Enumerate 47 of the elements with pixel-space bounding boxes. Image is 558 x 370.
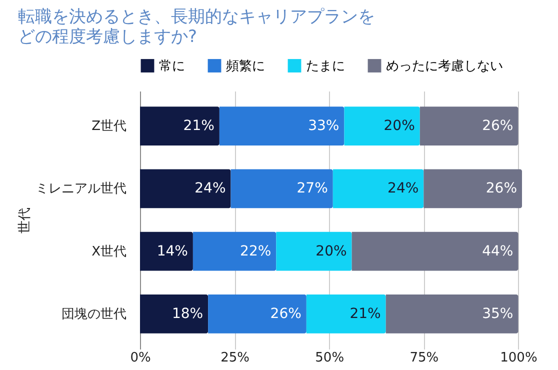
data-label: 44% bbox=[482, 243, 514, 260]
data-label: 26% bbox=[482, 118, 514, 134]
legend-label: めったに考慮しない bbox=[386, 58, 503, 74]
x-tick-label: 50% bbox=[315, 350, 344, 366]
x-tick-label: 75% bbox=[410, 350, 439, 366]
legend-label: 常に bbox=[159, 58, 185, 74]
chart-title: 転職を決めるとき、長期的なキャリアプランをどの程度考慮しますか? bbox=[18, 7, 375, 47]
x-tick-label: 100% bbox=[500, 350, 538, 366]
bar bbox=[386, 294, 518, 334]
bar bbox=[306, 294, 386, 334]
data-label: 24% bbox=[194, 180, 226, 197]
data-label: 20% bbox=[316, 243, 347, 260]
bar bbox=[230, 169, 333, 208]
data-label: 35% bbox=[482, 306, 514, 322]
bar bbox=[140, 294, 208, 334]
bar bbox=[420, 106, 518, 146]
bar bbox=[344, 106, 420, 146]
legend-label: 頻繁に bbox=[226, 58, 265, 74]
data-label: 14% bbox=[156, 243, 188, 260]
y-tick-label: 団塊の世代 bbox=[62, 306, 126, 322]
data-label: 26% bbox=[486, 180, 517, 197]
bar bbox=[208, 294, 306, 334]
data-label: 26% bbox=[270, 306, 302, 322]
data-label: 27% bbox=[296, 180, 328, 197]
data-label: 22% bbox=[240, 243, 272, 260]
bar bbox=[424, 169, 522, 208]
bar bbox=[352, 232, 518, 271]
y-axis-title: 世代 bbox=[18, 208, 32, 234]
bar bbox=[192, 232, 276, 271]
data-label: 20% bbox=[384, 118, 415, 134]
data-label: 33% bbox=[308, 118, 340, 134]
bar bbox=[140, 169, 231, 208]
y-tick-label: Z世代 bbox=[92, 119, 126, 134]
data-label: 24% bbox=[388, 180, 419, 197]
bar bbox=[219, 106, 344, 146]
y-tick-label: ミレニアル世代 bbox=[36, 182, 126, 197]
bar bbox=[140, 106, 220, 146]
data-label: 21% bbox=[350, 306, 381, 322]
bar bbox=[276, 232, 352, 271]
data-label: 18% bbox=[172, 306, 204, 322]
x-tick-label: 25% bbox=[220, 350, 250, 366]
legend-label: たまに bbox=[306, 58, 345, 74]
data-label: 21% bbox=[183, 118, 214, 134]
bar bbox=[332, 169, 424, 208]
y-tick-label: X世代 bbox=[92, 244, 126, 260]
bar bbox=[140, 232, 193, 271]
x-tick-label: 0% bbox=[130, 350, 151, 366]
